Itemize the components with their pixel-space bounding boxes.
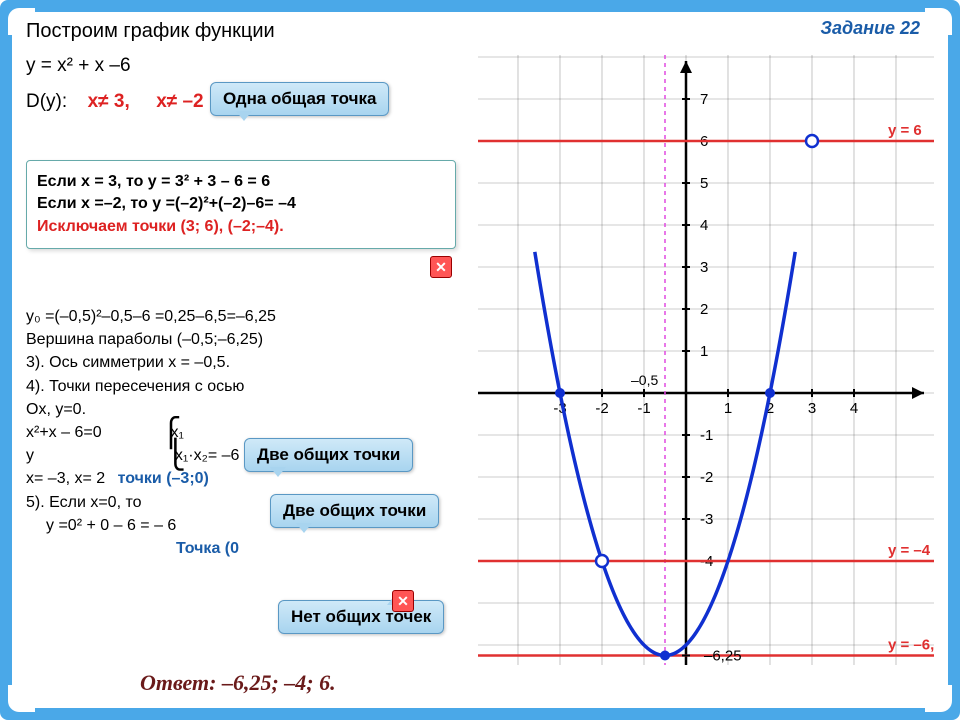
svg-text:-1: -1	[637, 400, 650, 417]
task-number: Задание 22	[820, 18, 920, 39]
exclusion-box: Если х = 3, то у = 3² + 3 – 6 = 6 Если х…	[26, 160, 456, 249]
text-y: y	[26, 444, 56, 467]
svg-text:5: 5	[700, 175, 708, 192]
text-line: точки (–3;0)	[118, 470, 209, 487]
svg-text:-2: -2	[700, 469, 713, 486]
svg-text:1: 1	[700, 343, 708, 360]
text-line: Вершина параболы (–0,5;–6,25)	[26, 328, 466, 351]
text-line: x= –3, x= 2	[26, 470, 105, 487]
svg-text:2: 2	[700, 301, 708, 318]
text-line: 4). Точки пересечения с осью	[26, 375, 466, 398]
domain-label: D(y):	[26, 91, 67, 113]
text-line: Точка (0	[176, 537, 466, 560]
close-icon[interactable]: ✕	[392, 590, 414, 612]
callout-two-points-1: Две общих точки	[244, 438, 413, 472]
corner-decoration	[925, 685, 955, 715]
callout-one-point: Одна общая точка	[210, 82, 389, 116]
domain-restriction-2: x≠ –2	[156, 91, 203, 112]
svg-text:y = –6,25: y = –6,25	[888, 637, 934, 654]
page-title: Построим график функции	[26, 20, 484, 43]
corner-decoration	[925, 5, 955, 35]
svg-text:–0,5: –0,5	[631, 372, 658, 388]
callout-no-points: Нет общих точек	[278, 600, 444, 634]
svg-text:-3: -3	[700, 511, 713, 528]
box-line: Если х = 3, то у = 3² + 3 – 6 = 6	[37, 171, 445, 193]
box-line: Исключаем точки (3; 6), (–2;–4).	[37, 216, 445, 238]
domain-restriction-1: x≠ 3,	[88, 91, 130, 112]
callout-two-points-2: Две общих точки	[270, 494, 439, 528]
box-line: Если х =–2, то у =(–2)²+(–2)–6= –4	[37, 193, 445, 215]
svg-text:4: 4	[850, 400, 858, 417]
text-line: 3). Ось симметрии x = –0,5.	[26, 351, 466, 374]
text-line: Ox, y=0.	[26, 398, 466, 421]
text-line: y₀ =(–0,5)²–0,5–6 =0,25–6,5=–6,25	[26, 305, 466, 328]
svg-text:-1: -1	[700, 427, 713, 444]
text-line: x²+x – 6=0	[26, 421, 166, 444]
svg-text:-2: -2	[595, 400, 608, 417]
svg-text:1: 1	[724, 400, 732, 417]
svg-text:7: 7	[700, 91, 708, 108]
parabola-chart: -3-2-11234-4-3-2-11234567–0,5y = 6y = –4…	[478, 55, 934, 665]
corner-decoration	[5, 685, 35, 715]
answer-text: Ответ: –6,25; –4; 6.	[140, 670, 336, 696]
function-equation: y = x² + x –6	[26, 55, 131, 77]
svg-text:y = –4: y = –4	[888, 542, 931, 559]
chart-area: -3-2-11234-4-3-2-11234567–0,5y = 6y = –4…	[478, 55, 934, 665]
close-icon[interactable]: ✕	[430, 256, 452, 278]
svg-text:3: 3	[700, 259, 708, 276]
svg-text:4: 4	[700, 217, 708, 234]
svg-text:–6,25: –6,25	[704, 648, 742, 665]
svg-text:3: 3	[808, 400, 816, 417]
svg-text:y = 6: y = 6	[888, 122, 922, 139]
